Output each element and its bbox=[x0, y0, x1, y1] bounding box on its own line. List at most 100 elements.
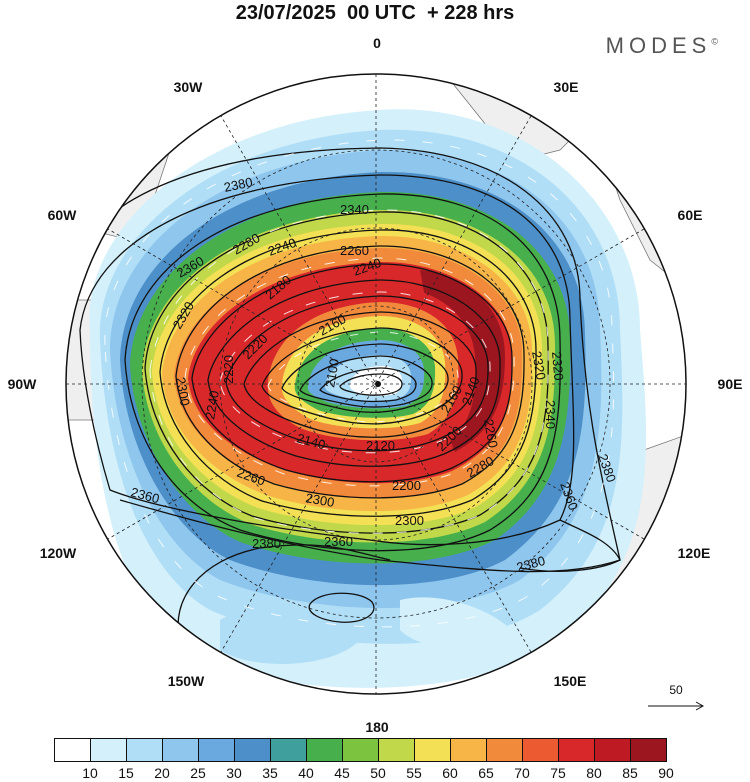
colorbar-tick-label: 50 bbox=[370, 765, 386, 781]
meridian-60e-120w bbox=[107, 228, 645, 540]
longitude-label-90e: 90E bbox=[718, 376, 743, 392]
colorbar-tick-label: 45 bbox=[334, 765, 350, 781]
contour-label: 2360 bbox=[129, 484, 161, 506]
longitude-labels: 0 30E 60E 90E 120E 150E 180 150W 120W 90… bbox=[8, 35, 743, 735]
colorbar: 10 15 20 25 30 35 40 45 50 55 60 65 70 75 80 85 90 bbox=[54, 738, 702, 782]
colorbar-swatch bbox=[306, 738, 343, 762]
colorbar-swatch bbox=[198, 738, 235, 762]
colorbar-swatch bbox=[486, 738, 523, 762]
contour-label: 2380 bbox=[252, 536, 281, 551]
contour-label: 2320 bbox=[549, 351, 566, 381]
contour-2380-pacific bbox=[177, 544, 391, 641]
brand-name: MODES bbox=[605, 33, 712, 58]
contour-label: 2300 bbox=[304, 490, 335, 510]
meridian-150e-30w bbox=[220, 115, 532, 653]
contour-label: 2300 bbox=[395, 513, 424, 528]
longitude-label-150e: 150E bbox=[554, 673, 587, 689]
colorbar-tick-label: 65 bbox=[478, 765, 494, 781]
contour-label: 2140 bbox=[295, 430, 327, 452]
latitude-circle-1 bbox=[297, 305, 455, 463]
longitude-label-120w: 120W bbox=[40, 545, 77, 561]
colorbar-tick-label: 85 bbox=[622, 765, 638, 781]
contour-label: 2220 bbox=[221, 355, 236, 384]
brand-logo: MODES© bbox=[606, 33, 718, 59]
colorbar-swatch bbox=[54, 738, 91, 762]
contour-label: 2240 bbox=[202, 389, 222, 420]
contour-label: 2360 bbox=[324, 534, 353, 549]
contour-2120 bbox=[319, 367, 417, 403]
latitude-circle-3 bbox=[141, 149, 611, 619]
contour-2380-outer bbox=[66, 147, 621, 573]
contour-2240 bbox=[207, 279, 501, 467]
contour-2320 bbox=[144, 211, 549, 534]
contour-2220 bbox=[225, 295, 489, 452]
wind-vector-ring-outer bbox=[104, 139, 615, 628]
latitude-circle-2 bbox=[219, 227, 533, 541]
contour-2260 bbox=[191, 263, 513, 483]
wind-vector-ring-4 bbox=[267, 331, 459, 423]
map-disk bbox=[66, 74, 686, 694]
colorbar-swatch bbox=[126, 738, 163, 762]
reference-vector-label: 50 bbox=[669, 684, 683, 697]
colorbar-tick-label: 60 bbox=[442, 765, 458, 781]
contour-label: 2100 bbox=[322, 357, 342, 388]
colorbar-swatch bbox=[558, 738, 595, 762]
map-border bbox=[65, 73, 687, 695]
contour-2280 bbox=[175, 245, 525, 499]
north-pole-marker bbox=[375, 381, 381, 387]
colorbar-swatch bbox=[270, 738, 307, 762]
contour-2160 bbox=[281, 343, 449, 413]
contour-label: 2340 bbox=[543, 400, 558, 429]
colorbar-tick-label: 90 bbox=[658, 765, 674, 781]
longitude-label-90w: 90W bbox=[8, 376, 38, 392]
colorbar-tick-label: 10 bbox=[82, 765, 98, 781]
contour-2180 bbox=[261, 327, 463, 425]
colorbar-swatch bbox=[630, 738, 667, 762]
contour-2200 bbox=[243, 311, 477, 438]
contour-label: 2260 bbox=[481, 418, 501, 449]
colorbar-tick-label: 80 bbox=[586, 765, 602, 781]
colorbar-swatch bbox=[414, 738, 451, 762]
longitude-label-60w: 60W bbox=[48, 207, 78, 223]
colorbar-tick-label: 35 bbox=[262, 765, 278, 781]
meridian-30e-150w bbox=[220, 115, 532, 653]
contour-2340 bbox=[124, 193, 561, 552]
colorbar-swatch bbox=[342, 738, 379, 762]
contour-label: 2120 bbox=[366, 438, 395, 453]
contour-2380-east bbox=[519, 519, 621, 572]
colorbar-tick-label: 75 bbox=[550, 765, 566, 781]
colorbar-swatch bbox=[522, 738, 559, 762]
contour-label: 2340 bbox=[340, 202, 369, 217]
contour-2300 bbox=[159, 229, 537, 517]
colorbar-swatch bbox=[90, 738, 127, 762]
height-contours bbox=[66, 147, 621, 641]
contour-2360 bbox=[79, 174, 575, 546]
colorbar-tick-label: 15 bbox=[118, 765, 134, 781]
colorbar-tick-label: 40 bbox=[298, 765, 314, 781]
contour-2100 bbox=[339, 373, 403, 396]
meridian-120e-60w bbox=[107, 228, 645, 540]
contour-2140 bbox=[299, 355, 433, 408]
colorbar-swatch bbox=[594, 738, 631, 762]
longitude-label-60e: 60E bbox=[678, 207, 703, 223]
graticule bbox=[66, 74, 686, 694]
colorbar-tick-label: 30 bbox=[226, 765, 242, 781]
colorbar-tick-label: 25 bbox=[190, 765, 206, 781]
contour-label: 2200 bbox=[392, 478, 421, 493]
wind-vector-ring-2 bbox=[184, 257, 515, 487]
contour-labels: 2380 2360 2340 2320 2300 2280 2260 2240 … bbox=[129, 174, 619, 575]
contour-label: 2300 bbox=[173, 376, 193, 407]
colorbar-tick-label: 55 bbox=[406, 765, 422, 781]
wind-vector-ring-3 bbox=[219, 291, 491, 454]
wind-vectors bbox=[104, 139, 615, 628]
colorbar-swatch bbox=[378, 738, 415, 762]
contour-closed-low bbox=[308, 592, 375, 623]
contour-label: 2320 bbox=[529, 350, 549, 381]
contour-label: 2380 bbox=[223, 174, 254, 195]
reference-vector: 50 bbox=[648, 684, 705, 711]
longitude-label-180: 180 bbox=[365, 719, 389, 735]
colorbar-swatch bbox=[234, 738, 271, 762]
wind-patch-north-pacific bbox=[220, 609, 360, 664]
contour-label: 2380 bbox=[515, 553, 547, 575]
